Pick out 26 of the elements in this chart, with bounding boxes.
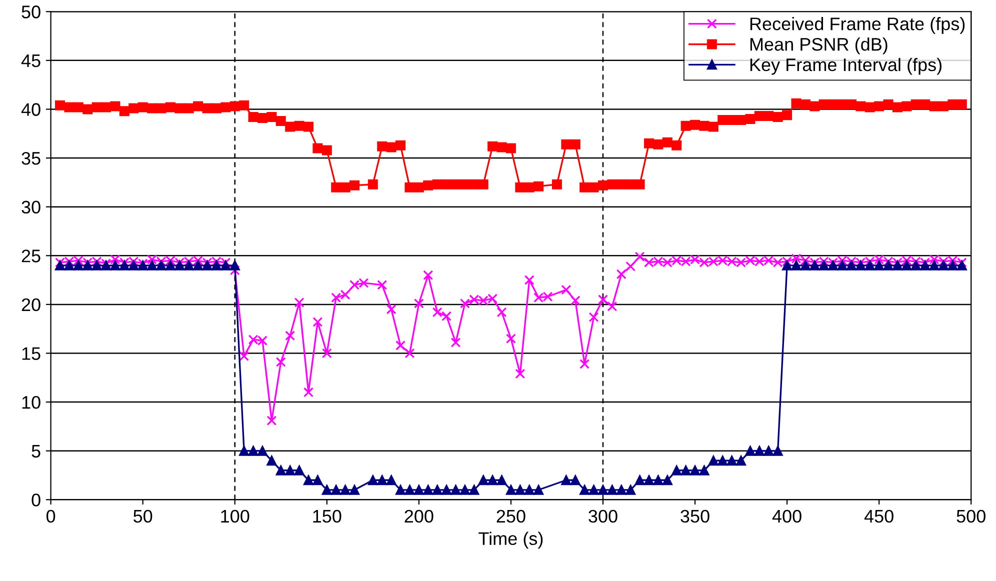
x-tick-label: 450 [864,510,894,523]
y-tick-label: 45 [21,54,40,68]
x-tick-label: 300 [588,510,618,523]
y-tick-label: 25 [22,250,40,262]
legend-label: Mean PSNR (dB) [750,37,888,54]
legend-label: Key Frame Interval (fps) [750,58,942,75]
x-tick-label: 350 [680,510,710,523]
y-tick-label: 35 [22,152,40,165]
x-tick-label: 50 [134,510,152,523]
y-tick-label: 30 [22,200,40,214]
x-tick-label: 200 [404,510,434,523]
y-tick-label: 20 [22,298,40,312]
x-tick-label: 0 [46,510,56,523]
y-tick-label: 0 [32,494,40,506]
legend-label: Received Frame Rate (fps) [750,17,965,34]
x-tick-label: 100 [221,510,250,523]
x-tick-label: 500 [956,510,986,523]
x-axis-title: Time (s) [478,532,543,549]
y-tick-label: 15 [22,347,40,360]
y-tick-label: 10 [22,396,40,409]
x-tick-label: 400 [772,510,802,523]
y-tick-label: 5 [32,444,40,458]
x-tick-label: 250 [496,510,526,523]
x-tick-label: 150 [313,510,342,523]
y-tick-label: 40 [21,103,40,116]
y-tick-label: 50 [22,6,40,18]
